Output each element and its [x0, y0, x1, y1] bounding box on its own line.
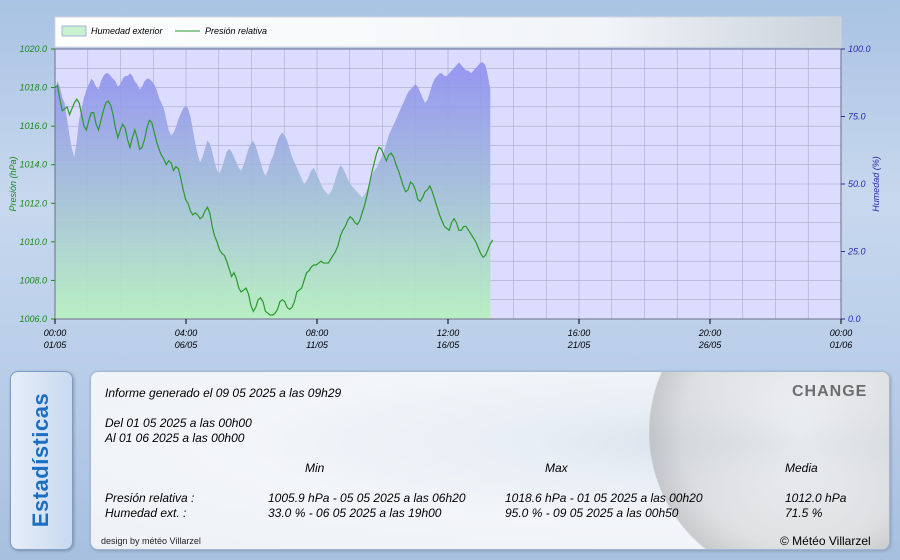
statistics-panel: [90, 371, 890, 550]
left-axis-tick-label: 1014.0: [19, 160, 47, 170]
left-axis-tick-label: 1018.0: [19, 83, 47, 93]
report-line: Informe generado el 09 05 2025 a las 09h…: [105, 386, 342, 400]
statistics-tab[interactable]: Estadísticas: [10, 371, 73, 550]
left-axis: 1006.0 1008.0 1010.0 1012.0 1014.0 1016.0 1018…: [19, 44, 55, 324]
x-axis-tick-label: 08:00: [306, 328, 329, 338]
statistics-tab-label: Estadísticas: [28, 392, 53, 528]
header-min: Min: [305, 461, 325, 475]
x-axis-tick-date: 21/05: [567, 340, 592, 350]
left-axis-tick-label: 1016.0: [19, 121, 47, 131]
right-axis-tick-label: 100.0: [848, 44, 871, 54]
left-axis-tick-label: 1012.0: [19, 198, 47, 208]
legend-label-humidity: Humedad exterior: [91, 26, 164, 36]
left-axis-tick-label: 1010.0: [19, 237, 47, 247]
period-from: Del 01 05 2025 a las 00h00: [105, 416, 252, 430]
header-max: Max: [545, 461, 568, 475]
legend-swatch-humidity: [61, 25, 87, 37]
legend-label-pressure: Presión relativa: [205, 26, 267, 36]
x-axis-tick-label: 00:00: [830, 328, 853, 338]
left-axis-tick-label: 1006.0: [19, 314, 47, 324]
x-axis-tick-date: 11/05: [306, 340, 329, 350]
legend-box: [54, 16, 842, 48]
barometer-image: [649, 372, 889, 549]
design-credit: design by météo Villarzel: [101, 536, 201, 546]
x-axis: 00:00 01/05 04:00 06/05 08:00 11/05 12:00 16/05…: [44, 319, 853, 350]
row-mean: 1012.0 hPa: [785, 491, 847, 505]
row-label: Presión relativa :: [105, 491, 195, 505]
right-axis-tick-label: 75.0: [848, 112, 866, 122]
row-min: 1005.9 hPa - 05 05 2025 a las 06h20: [268, 491, 466, 505]
x-axis-tick-date: 16/05: [437, 340, 461, 350]
x-axis-tick-date: 01/06: [830, 340, 853, 350]
right-axis-tick-label: 50.0: [848, 179, 866, 189]
x-axis-tick-date: 01/05: [44, 340, 68, 350]
x-axis-tick-label: 00:00: [44, 328, 67, 338]
x-axis-tick-label: 16:00: [568, 328, 591, 338]
copyright[interactable]: © Météo Villarzel: [780, 534, 871, 548]
weather-chart: Humedad exterior Presión relativa 1006.0…: [8, 16, 881, 350]
right-axis-tick-label: 0.0: [848, 314, 861, 324]
x-axis-tick-label: 20:00: [698, 328, 722, 338]
row-mean: 71.5 %: [785, 506, 823, 520]
left-axis-tick-label: 1008.0: [19, 275, 47, 285]
x-axis-tick-date: 06/05: [175, 340, 199, 350]
header-mean: Media: [785, 461, 818, 475]
row-min: 33.0 % - 06 05 2025 a las 19h00: [268, 506, 442, 520]
humidity-area: [55, 62, 491, 319]
barometer-word: CHANGE: [792, 383, 868, 400]
row-max: 1018.6 hPa - 01 05 2025 a las 00h20: [505, 491, 703, 505]
right-axis-tick-label: 25.0: [847, 247, 866, 257]
left-axis-label: Presión (hPa): [8, 156, 18, 211]
x-axis-tick-date: 26/05: [698, 340, 723, 350]
right-axis-label: Humedad (%): [871, 156, 881, 212]
left-axis-tick-label: 1020.0: [19, 44, 47, 54]
x-axis-tick-label: 04:00: [175, 328, 198, 338]
period-to: Al 01 06 2025 a las 00h00: [105, 431, 245, 445]
row-max: 95.0 % - 09 05 2025 a las 00h50: [505, 506, 679, 520]
pressure-line: [55, 84, 494, 316]
row-label: Humedad ext. :: [105, 506, 187, 520]
x-axis-tick-label: 12:00: [437, 328, 460, 338]
right-axis: 0.0 25.0 50.0 75.0 100.0: [841, 44, 871, 324]
